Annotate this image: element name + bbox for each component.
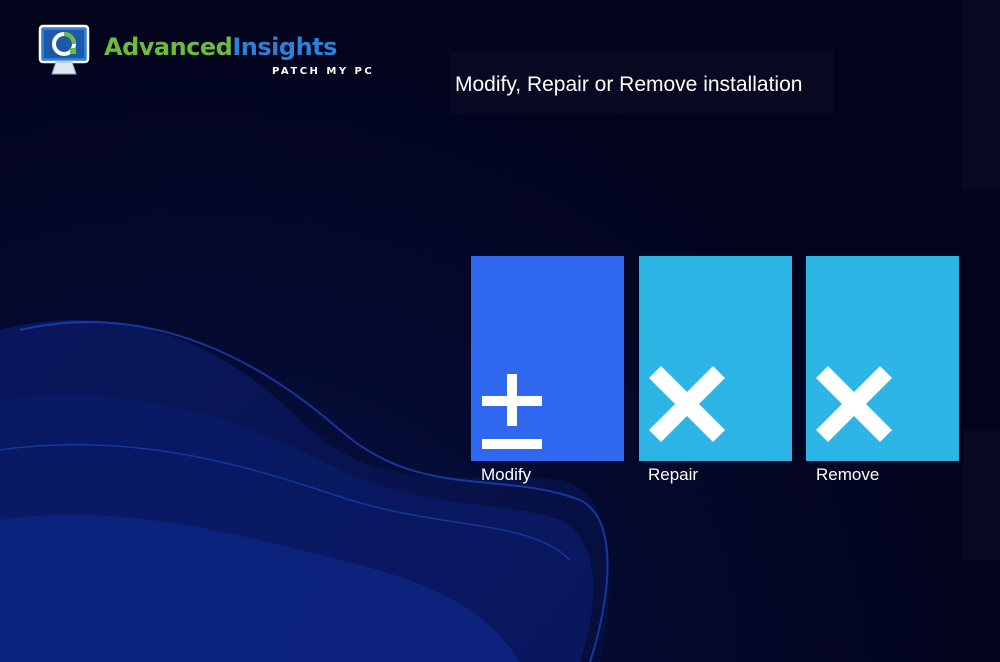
modify-label: Modify: [481, 465, 532, 484]
logo-word-advanced: Advanced: [104, 33, 233, 61]
decorative-panel: [963, 0, 1000, 190]
monitor-refresh-icon: [38, 24, 90, 75]
remove-button[interactable]: [806, 256, 959, 461]
decorative-panel: [963, 430, 1000, 560]
x-icon: [816, 366, 892, 442]
x-icon: [649, 366, 725, 442]
page-title: Modify, Repair or Remove installation: [455, 73, 803, 96]
plus-minus-icon: [482, 374, 542, 449]
repair-label: Repair: [648, 465, 699, 484]
advanced-insights-logo: AdvancedInsights PATCH MY PC: [34, 22, 394, 82]
logo-wordmark: AdvancedInsights: [104, 33, 337, 61]
modify-button[interactable]: [471, 256, 624, 461]
remove-label: Remove: [816, 465, 880, 484]
logo-subtitle: PATCH MY PC: [272, 66, 375, 77]
repair-button[interactable]: [639, 256, 792, 461]
logo-word-insights: Insights: [232, 33, 337, 61]
